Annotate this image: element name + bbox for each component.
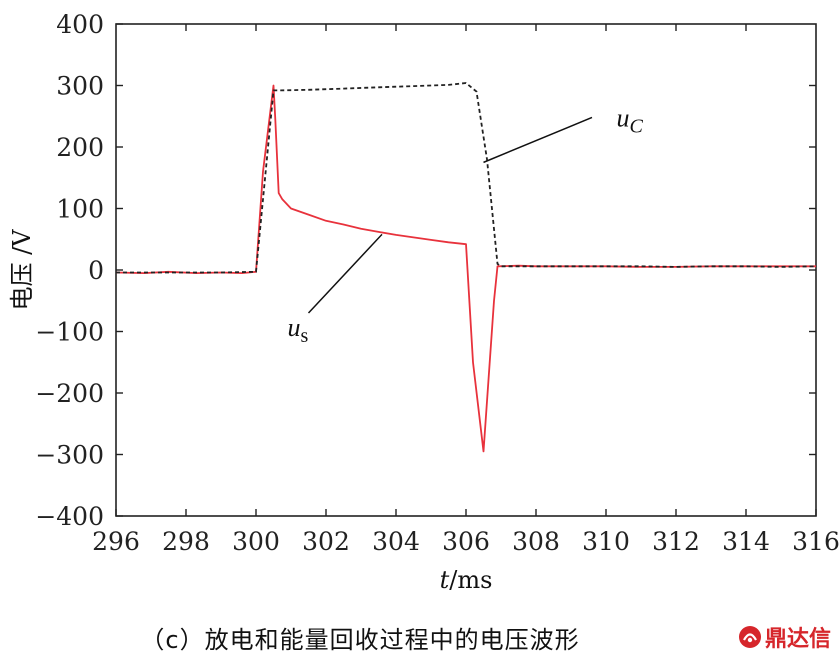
annotation-leader-us <box>307 233 383 314</box>
x-axis: 296 298 300 302 304 306 308 310 312 314 316 <box>92 24 840 556</box>
y-tick-label: 200 <box>56 133 104 162</box>
annotation-leader-uC <box>483 116 593 164</box>
y-tick-label: 400 <box>56 10 104 39</box>
x-tick-label: 296 <box>92 527 140 556</box>
y-tick-label: −400 <box>35 502 104 531</box>
x-tick-label: 308 <box>512 527 560 556</box>
x-axis-label: t/ms <box>440 566 493 594</box>
y-axis: 400 300 200 100 0 −100 −200 −300 −400 <box>35 10 816 531</box>
y-tick-label: 300 <box>56 72 104 101</box>
x-tick-label: 302 <box>302 527 350 556</box>
annotation-label-us: us <box>288 313 309 347</box>
x-tick-label: 314 <box>722 527 770 556</box>
x-tick-label: 312 <box>652 527 700 556</box>
x-axis-label-symbol: t <box>440 566 450 594</box>
series-group <box>115 82 817 453</box>
plot-frame <box>115 23 817 517</box>
x-tick-label: 306 <box>442 527 490 556</box>
watermark-logo: 鼎达信 <box>738 622 831 652</box>
x-tick-label: 316 <box>792 527 840 556</box>
x-tick-label: 310 <box>582 527 630 556</box>
y-tick-label: 100 <box>56 195 104 224</box>
voltage-chart: 296 298 300 302 304 306 308 310 312 314 316 400 300… <box>8 10 840 594</box>
y-tick-label: 0 <box>88 256 104 285</box>
annotation-label-uC: uC <box>617 103 644 137</box>
annotations: uC us <box>288 103 644 347</box>
x-tick-label: 298 <box>162 527 210 556</box>
figure-caption: （c）放电和能量回收过程中的电压波形 <box>140 626 580 654</box>
series-line-us <box>115 84 816 453</box>
x-axis-label-unit: /ms <box>449 566 492 594</box>
logo-text: 鼎达信 <box>765 627 832 652</box>
y-axis-label: 电压 /V <box>8 229 36 311</box>
y-tick-label: −100 <box>35 318 104 347</box>
series-line-uC <box>116 82 817 274</box>
x-tick-label: 304 <box>372 527 420 556</box>
y-tick-label: −300 <box>35 441 104 470</box>
logo-icon <box>739 626 761 648</box>
x-tick-label: 300 <box>232 527 280 556</box>
y-tick-label: −200 <box>35 379 104 408</box>
